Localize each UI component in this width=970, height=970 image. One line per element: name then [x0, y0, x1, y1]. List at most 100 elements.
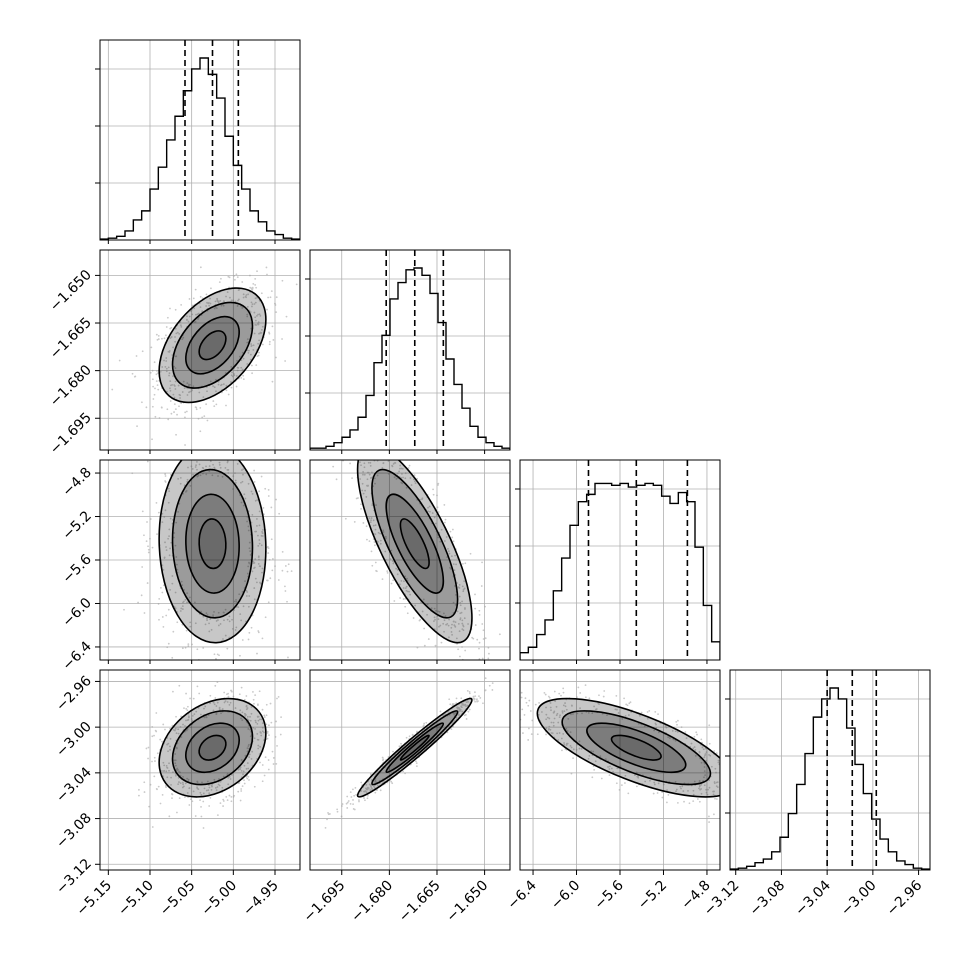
- sample-point: [191, 313, 194, 316]
- sample-point: [438, 625, 440, 628]
- sample-point: [181, 338, 184, 341]
- sample-point: [213, 405, 216, 408]
- sample-point: [247, 605, 250, 608]
- sample-point: [256, 270, 258, 273]
- sample-point: [352, 788, 354, 791]
- sample-point: [182, 380, 185, 383]
- sample-point: [680, 787, 682, 790]
- sample-point: [570, 746, 573, 749]
- sample-point: [141, 566, 144, 568]
- sample-point: [614, 708, 617, 711]
- sample-point: [565, 744, 568, 746]
- sample-point: [552, 724, 555, 727]
- sample-point: [149, 518, 152, 520]
- sample-point: [169, 380, 172, 383]
- sample-point: [272, 674, 274, 676]
- sample-point: [452, 703, 455, 705]
- sample-point: [508, 661, 510, 663]
- sample-point: [562, 704, 565, 707]
- sample-point: [448, 552, 451, 555]
- sample-point: [224, 608, 227, 611]
- sample-point: [266, 273, 268, 276]
- sample-point: [285, 315, 288, 318]
- sample-point: [251, 305, 253, 308]
- sample-point: [243, 493, 246, 496]
- sample-point: [228, 703, 231, 706]
- sample-point: [703, 784, 706, 787]
- sample-point: [194, 288, 197, 291]
- sample-point: [372, 519, 375, 522]
- sample-point: [174, 336, 176, 338]
- sample-point: [241, 480, 244, 483]
- sample-point: [252, 727, 254, 729]
- sample-point: [143, 457, 145, 459]
- sample-point: [235, 626, 238, 629]
- sample-point: [368, 419, 370, 421]
- sample-point: [246, 591, 249, 593]
- sample-point: [698, 779, 701, 782]
- sample-point: [194, 622, 197, 625]
- sample-point: [226, 647, 229, 650]
- sample-point: [254, 499, 257, 502]
- sample-point: [275, 498, 277, 501]
- sample-point: [167, 418, 170, 421]
- sample-point: [473, 698, 476, 701]
- sample-point: [169, 337, 172, 340]
- sample-point: [268, 558, 271, 561]
- sample-point: [548, 725, 551, 728]
- sample-point: [461, 619, 464, 622]
- sample-point: [484, 605, 486, 608]
- sample-point: [180, 325, 183, 328]
- sample-point: [192, 697, 195, 700]
- sample-point: [164, 473, 167, 475]
- sample-point: [173, 365, 175, 368]
- sample-point: [211, 474, 214, 477]
- sample-point: [527, 727, 530, 730]
- sample-point: [199, 412, 201, 414]
- sample-point: [217, 619, 219, 621]
- sample-point: [241, 639, 244, 641]
- sample-point: [268, 734, 270, 737]
- sample-point: [593, 769, 596, 771]
- sample-point: [421, 610, 424, 613]
- sample-point: [227, 783, 230, 786]
- sample-point: [156, 384, 159, 387]
- sample-point: [488, 652, 490, 655]
- sample-point: [527, 704, 530, 707]
- sample-point: [745, 795, 747, 797]
- sample-point: [169, 400, 172, 402]
- sample-point: [225, 384, 228, 387]
- sample-point: [249, 728, 252, 731]
- sample-point: [468, 708, 471, 711]
- sample-point: [603, 690, 606, 692]
- sample-point: [156, 533, 158, 535]
- sample-point: [260, 332, 263, 334]
- contour-1: [171, 301, 254, 389]
- sample-point: [157, 603, 160, 605]
- sample-point: [184, 725, 186, 727]
- sample-point: [275, 720, 278, 723]
- sample-point: [675, 790, 677, 793]
- sample-point: [261, 730, 264, 733]
- sample-point: [404, 472, 407, 475]
- sample-point: [235, 375, 238, 377]
- sample-point: [257, 321, 260, 324]
- sample-point: [440, 528, 443, 531]
- sample-point: [570, 713, 572, 716]
- sample-point: [235, 385, 238, 388]
- sample-point: [702, 779, 705, 782]
- sample-point: [427, 506, 429, 509]
- sample-point: [212, 614, 214, 617]
- sample-point: [250, 343, 253, 345]
- sample-point: [648, 709, 651, 712]
- sample-point: [179, 771, 181, 774]
- sample-point: [166, 646, 169, 649]
- sample-point: [206, 614, 209, 616]
- sample-point: [182, 336, 185, 339]
- sample-point: [256, 457, 258, 459]
- sample-point: [255, 324, 258, 326]
- sample-point: [477, 700, 479, 702]
- sample-point: [667, 736, 670, 739]
- sample-point: [549, 706, 552, 709]
- sample-point: [243, 782, 246, 785]
